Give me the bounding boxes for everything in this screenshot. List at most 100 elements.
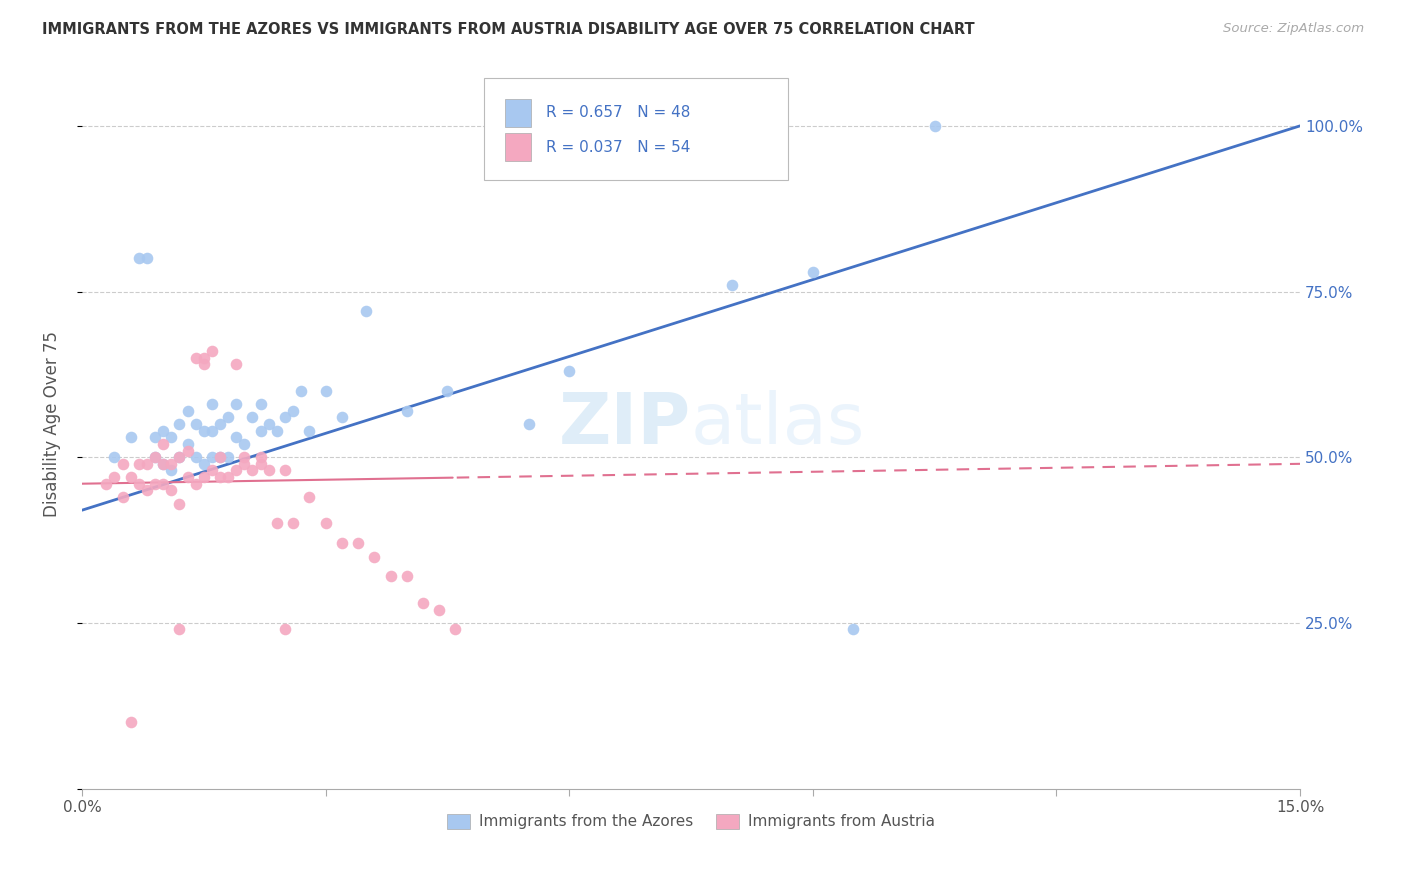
Point (111, 457, 134, 471)
Point (193, 424, 215, 438)
Point (842, 623, 865, 637)
Point (290, 384, 312, 398)
Point (924, 119, 946, 133)
Point (169, 497, 191, 511)
Point (184, 417, 207, 431)
Point (135, 483, 157, 498)
Point (257, 417, 280, 431)
Point (160, 463, 183, 477)
Point (152, 437, 174, 451)
Point (233, 437, 256, 451)
Point (225, 430, 247, 444)
Point (249, 457, 271, 471)
Point (201, 424, 224, 438)
Point (330, 536, 353, 550)
Point (176, 470, 198, 484)
Point (720, 277, 742, 292)
Point (233, 457, 256, 471)
Point (96, 476, 118, 491)
Text: ZIP: ZIP (558, 390, 690, 458)
Point (193, 358, 215, 372)
Point (128, 476, 150, 491)
Point (274, 623, 297, 637)
Point (160, 430, 183, 444)
Point (558, 364, 581, 378)
Point (249, 424, 271, 438)
Point (193, 457, 215, 471)
Point (249, 397, 271, 411)
Y-axis label: Disability Age Over 75: Disability Age Over 75 (44, 331, 60, 517)
Point (444, 623, 467, 637)
Point (201, 450, 224, 465)
Point (120, 715, 142, 730)
Point (169, 623, 191, 637)
Point (315, 516, 337, 531)
Point (208, 450, 231, 465)
Point (281, 404, 304, 418)
Point (152, 476, 174, 491)
Text: atlas: atlas (690, 390, 865, 458)
Point (257, 463, 280, 477)
Bar (505, 99, 531, 127)
Point (436, 384, 458, 398)
Point (143, 450, 166, 465)
Point (176, 443, 198, 458)
Point (152, 457, 174, 471)
Point (103, 470, 125, 484)
Point (427, 602, 450, 616)
Legend: Immigrants from the Azores, Immigrants from Austria: Immigrants from the Azores, Immigrants f… (440, 808, 941, 836)
Point (184, 476, 207, 491)
Point (395, 404, 418, 418)
Point (160, 457, 183, 471)
Point (281, 516, 304, 531)
Point (298, 424, 321, 438)
Point (242, 463, 264, 477)
Point (193, 470, 215, 484)
Text: R = 0.657   N = 48: R = 0.657 N = 48 (546, 105, 690, 120)
Point (143, 450, 166, 465)
Point (120, 470, 142, 484)
Point (363, 549, 385, 564)
Point (354, 304, 377, 318)
Point (184, 351, 207, 365)
Point (135, 457, 157, 471)
Point (225, 358, 247, 372)
Point (201, 397, 224, 411)
Text: Source: ZipAtlas.com: Source: ZipAtlas.com (1223, 22, 1364, 36)
Point (315, 384, 337, 398)
Point (169, 450, 191, 465)
Point (208, 450, 231, 465)
Point (274, 463, 297, 477)
Point (143, 430, 166, 444)
Point (395, 569, 418, 583)
Point (801, 265, 824, 279)
Point (380, 569, 402, 583)
Point (128, 252, 150, 266)
Point (143, 476, 166, 491)
Point (266, 516, 288, 531)
Point (120, 430, 142, 444)
Point (103, 450, 125, 465)
Point (217, 450, 239, 465)
Point (208, 470, 231, 484)
Point (152, 457, 174, 471)
Point (249, 450, 271, 465)
Point (128, 457, 150, 471)
Point (412, 596, 434, 610)
Point (193, 351, 215, 365)
Point (160, 483, 183, 498)
Point (176, 404, 198, 418)
FancyBboxPatch shape (484, 78, 789, 180)
Point (274, 410, 297, 425)
Point (184, 450, 207, 465)
Point (225, 463, 247, 477)
Point (242, 410, 264, 425)
Point (169, 417, 191, 431)
Point (135, 252, 157, 266)
Point (266, 424, 288, 438)
Point (176, 437, 198, 451)
Point (152, 424, 174, 438)
Point (169, 450, 191, 465)
Point (517, 417, 540, 431)
Point (208, 417, 231, 431)
